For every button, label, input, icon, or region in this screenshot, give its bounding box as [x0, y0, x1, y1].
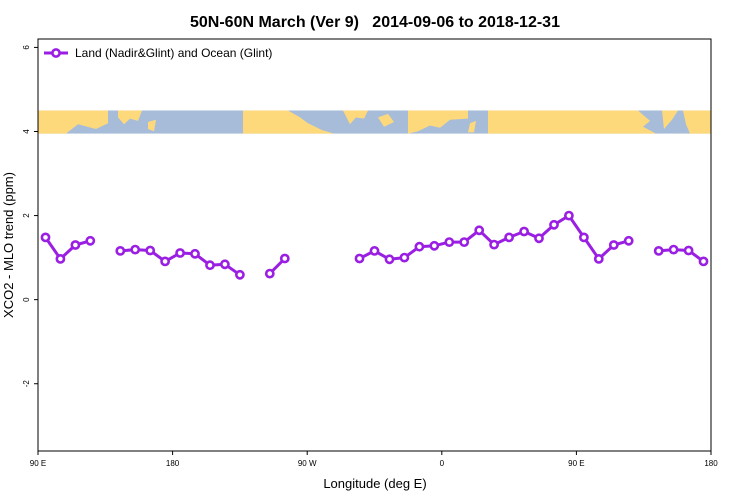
data-point	[145, 245, 156, 256]
map-land-5	[378, 113, 394, 127]
data-point	[399, 252, 410, 263]
data-point	[623, 235, 634, 246]
x-axis: 90 E 180 90 W 0 90 E 180	[30, 451, 718, 468]
data-point	[115, 245, 126, 256]
data-point	[474, 225, 485, 236]
data-point	[354, 253, 365, 264]
legend-marker	[51, 48, 61, 58]
data-point	[429, 240, 440, 251]
data-point	[85, 235, 96, 246]
data-point	[564, 210, 574, 221]
chart-title: 50N-60N March (Ver 9) 2014-09-06 to 2018…	[190, 14, 560, 31]
series-line-segment	[658, 248, 705, 263]
x-tick-label: 180	[704, 459, 718, 468]
plot-frame	[37, 38, 712, 452]
map-land-9	[662, 110, 678, 129]
data-point	[534, 233, 544, 244]
x-tick-label: 90 W	[298, 459, 317, 468]
data-point	[369, 245, 380, 256]
map-land-6	[408, 110, 468, 134]
x-axis-label: Longitude (deg E)	[323, 476, 426, 491]
data-point	[698, 256, 709, 267]
data-point	[219, 259, 230, 270]
data-point	[504, 232, 514, 243]
data-point	[40, 232, 51, 243]
x-tick-label: 90 E	[30, 459, 46, 468]
data-point	[175, 248, 185, 258]
map-land-1	[118, 110, 142, 125]
data-point	[55, 253, 66, 264]
data-point	[205, 260, 215, 271]
y-tick-label: 6	[22, 45, 31, 50]
y-axis-label: XCO2 - MLO trend (ppm)	[1, 172, 16, 318]
y-axis: 6 4 2 0 -2	[22, 45, 38, 388]
data-point	[519, 226, 529, 237]
data-point	[190, 248, 200, 259]
data-point	[414, 241, 425, 252]
data-point	[70, 240, 81, 250]
y-tick-label: 4	[22, 129, 31, 134]
data-point	[264, 268, 275, 279]
data-point	[668, 244, 679, 255]
data-point	[579, 232, 589, 243]
data-point	[683, 245, 694, 256]
y-tick-label: 0	[22, 297, 31, 302]
x-tick-label: 0	[440, 459, 445, 468]
data-point	[384, 254, 395, 265]
map-land-8	[488, 110, 656, 134]
data-point	[608, 240, 619, 250]
legend-label: Land (Nadir&Glint) and Ocean (Glint)	[75, 46, 272, 60]
data-point	[593, 253, 604, 264]
data-point	[549, 219, 559, 230]
series-layer	[40, 210, 709, 280]
legend: Land (Nadir&Glint) and Ocean (Glint)	[44, 46, 272, 60]
map-land-3	[243, 110, 334, 134]
x-tick-label: 90 E	[568, 459, 584, 468]
data-point	[234, 269, 245, 280]
map-land-4	[343, 110, 368, 125]
y-tick-label: 2	[22, 213, 31, 218]
map-land-2	[148, 119, 156, 132]
data-point	[160, 256, 170, 267]
y-tick-label: -2	[22, 380, 31, 388]
map-land-0	[38, 110, 108, 134]
map-land-7	[468, 120, 476, 133]
data-point	[653, 245, 664, 256]
data-point	[130, 244, 141, 255]
data-point	[459, 237, 470, 247]
data-point	[489, 239, 499, 250]
data-point	[444, 237, 455, 247]
map-land-10	[683, 110, 711, 134]
x-tick-label: 180	[166, 459, 180, 468]
data-point	[279, 253, 290, 264]
world-map-band	[38, 110, 711, 134]
series-line-segment	[44, 236, 91, 261]
